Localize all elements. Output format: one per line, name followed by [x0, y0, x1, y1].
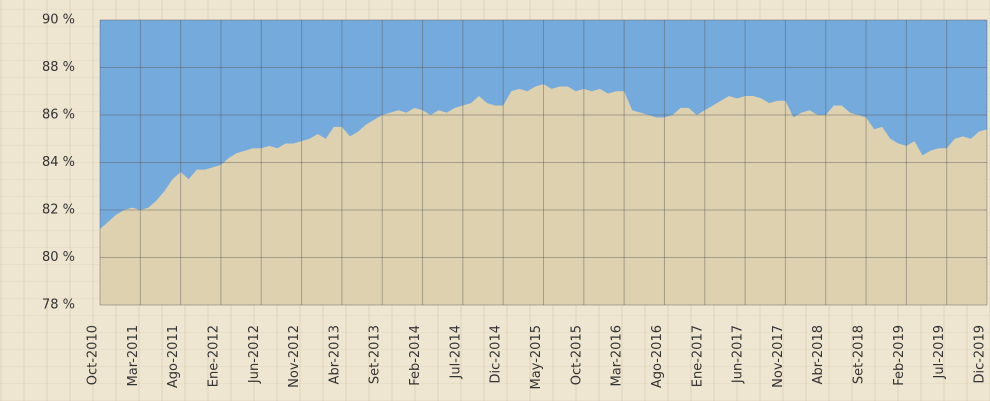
y-tick-label: 86 % [42, 108, 75, 123]
y-tick-label: 78 % [42, 298, 75, 313]
x-tick-label: Set-2013 [368, 325, 383, 384]
x-tick-label: Set-2018 [852, 325, 867, 384]
x-tick-label: Feb-2014 [408, 325, 423, 386]
x-tick-label: Mar-2016 [610, 325, 625, 386]
x-tick-label: Ene-2017 [690, 325, 705, 387]
page: {"chart_data": {"type": "area", "categor… [0, 0, 990, 401]
x-tick-label: Abr-2013 [327, 325, 342, 384]
y-tick-label: 82 % [42, 203, 75, 218]
x-tick-label: Feb-2019 [892, 325, 907, 386]
x-tick-label: Ago-2011 [166, 325, 181, 388]
x-tick-label: Oct-2010 [86, 325, 101, 385]
chart: 78 % 80 % 82 % 84 % 86 % 88 % 90 % Oct-2010 Mar-… [0, 0, 990, 401]
y-tick-label: 80 % [42, 250, 75, 265]
y-tick-label: 84 % [42, 155, 75, 170]
x-tick-label: Jul-2014 [448, 325, 463, 379]
x-tick-label: Ago-2016 [650, 325, 665, 388]
x-tick-label: Nov-2017 [771, 325, 786, 388]
x-tick-label: Jun-2012 [247, 325, 262, 384]
x-tick-label: Mar-2011 [126, 325, 141, 386]
x-tick-label: Jun-2017 [731, 325, 746, 384]
y-tick-label: 88 % [42, 60, 75, 75]
x-tick-label: Ene-2012 [206, 325, 221, 387]
x-tick-label: Dic-2019 [973, 325, 988, 384]
x-tick-label: Jul-2019 [932, 325, 947, 379]
x-tick-label: Dic-2014 [489, 325, 504, 384]
x-tick-label: Abr-2018 [811, 325, 826, 384]
x-tick-label: Nov-2012 [287, 325, 302, 388]
y-tick-label: 90 % [42, 13, 75, 28]
x-tick-label: Oct-2015 [569, 325, 584, 385]
x-tick-label: May-2015 [529, 325, 544, 389]
